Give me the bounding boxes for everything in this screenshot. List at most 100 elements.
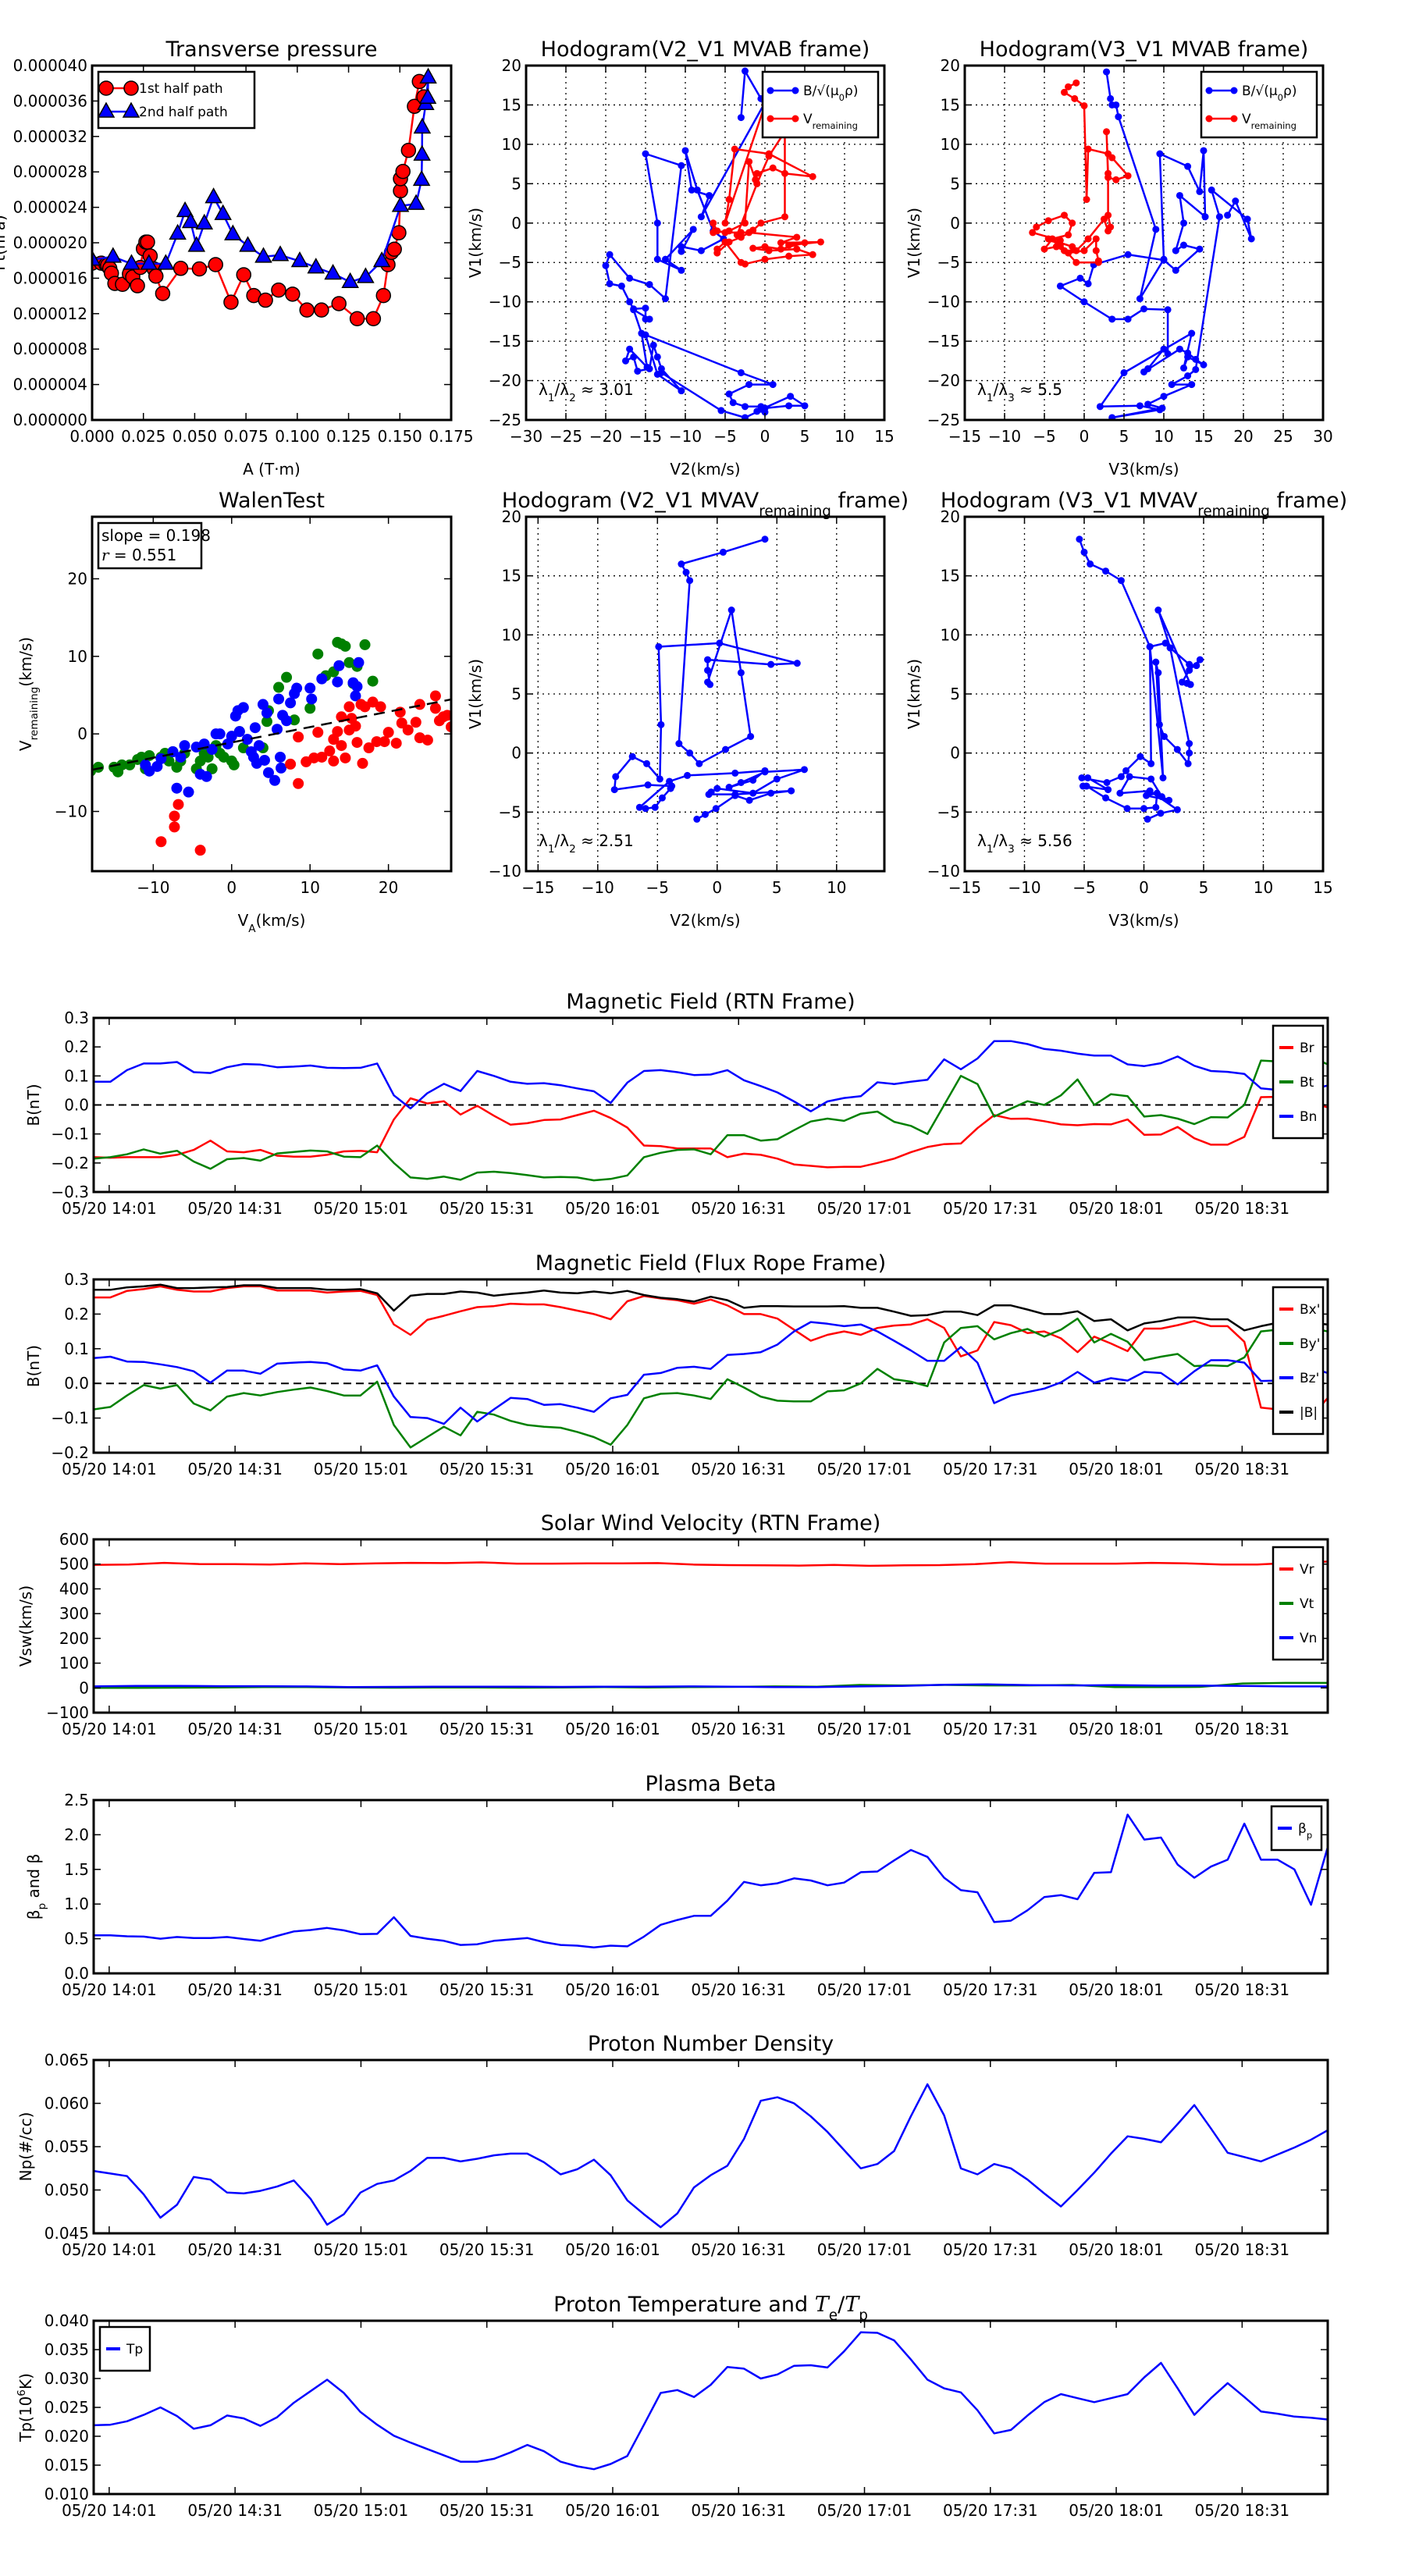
data-point-s0 <box>646 315 653 323</box>
data-point-s1 <box>241 734 253 745</box>
data-point-s1 <box>816 238 824 246</box>
data-point-s1 <box>1061 212 1068 219</box>
data-point-s0 <box>769 381 777 389</box>
data-point-s0 <box>1102 794 1110 802</box>
data-point-2ndhalfpath <box>239 236 257 252</box>
series-group <box>1076 535 1204 823</box>
data-point-s1 <box>179 740 190 752</box>
data-point-s0 <box>1200 147 1208 155</box>
x-tick-label: 05/20 15:31 <box>439 2501 535 2520</box>
data-point-s0 <box>642 150 649 158</box>
y-axis-label: V1(km/s) <box>905 208 923 278</box>
data-point-s1 <box>281 715 293 727</box>
data-point-s0 <box>1117 773 1125 781</box>
data-point-s0 <box>622 357 629 365</box>
data-point-s0 <box>1146 787 1154 795</box>
data-point-s0 <box>1243 215 1251 223</box>
x-tick-label: 05/20 17:31 <box>943 2501 1038 2520</box>
data-point-s1 <box>1124 172 1132 180</box>
data-point-s2 <box>293 731 304 743</box>
data-point-1sthalfpath <box>314 302 329 318</box>
y-tick-label: 0.010 <box>44 2485 89 2503</box>
data-point-s1 <box>353 656 365 668</box>
data-point-s0 <box>1156 150 1164 158</box>
series-line-s0 <box>94 2083 1328 2229</box>
data-point-s1 <box>1056 241 1064 249</box>
x-tick-label: 05/20 14:01 <box>62 1720 157 1738</box>
y-tick-label: 500 <box>59 1555 89 1574</box>
y-axis-label-part: V <box>16 740 35 751</box>
y-tick-label: 0.000000 <box>13 411 87 429</box>
data-point-s0 <box>706 191 713 199</box>
series-group <box>92 636 451 856</box>
data-point-s1 <box>306 693 318 705</box>
x-tick-label: 05/20 16:31 <box>691 1199 786 1218</box>
data-point-s0 <box>1184 353 1192 361</box>
chart-title-part: p <box>859 2307 868 2324</box>
eigenvalue-ratio-annotation: λ1/λ2 ≈ 3.01 <box>539 380 634 404</box>
data-point-s1 <box>206 744 218 756</box>
data-point-s0 <box>1154 607 1162 614</box>
x-tick-label: 0.075 <box>224 427 269 446</box>
data-point-1sthalfpath <box>140 234 155 250</box>
data-point-1sthalfpath <box>258 292 273 308</box>
data-point-s1 <box>1112 176 1120 183</box>
data-point-s0 <box>678 560 685 568</box>
data-point-s1 <box>1072 258 1080 266</box>
data-point-s0 <box>773 775 781 783</box>
y-tick-label: −0.2 <box>51 1154 89 1172</box>
data-point-s0 <box>281 671 293 683</box>
x-tick-label: −10 <box>988 427 1021 446</box>
x-tick-label: 05/20 16:31 <box>691 2501 786 2520</box>
legend-label-s1: Vremaining <box>1242 112 1297 131</box>
data-point-s1 <box>725 196 733 204</box>
eigenvalue-ratio-annotation-part: 3 <box>1008 392 1015 404</box>
y-tick-label: −5 <box>499 802 521 821</box>
plot-area <box>94 1279 1328 1453</box>
y-tick-label: 0.015 <box>44 2456 89 2475</box>
y-axis-label: B(nT) <box>24 1345 43 1387</box>
data-point-s0 <box>719 548 727 556</box>
y-tick-label: 10 <box>941 625 960 644</box>
data-point-2ndhalfpath <box>224 224 242 240</box>
data-point-s0 <box>610 786 618 794</box>
x-tick-label: 10 <box>300 878 319 897</box>
data-point-s2 <box>316 751 328 763</box>
data-point-s0 <box>745 796 753 804</box>
data-point-s2 <box>363 742 375 754</box>
data-point-s0 <box>1076 274 1084 282</box>
y-tick-label: 20 <box>68 569 87 588</box>
data-point-s0 <box>1165 796 1173 804</box>
legend: B/√(μ0ρ) Vremaining <box>1200 70 1318 139</box>
x-tick-label: −15 <box>521 878 554 897</box>
data-point-s0 <box>1192 365 1200 373</box>
chart-title-part: remaining <box>1197 503 1270 520</box>
data-point-2ndhalfpath <box>307 258 325 274</box>
data-point-s0 <box>678 247 685 255</box>
x-tick-label: 05/20 17:01 <box>817 1199 912 1218</box>
data-point-s0 <box>678 162 685 169</box>
data-point-2ndhalfpath <box>412 169 431 187</box>
data-point-s0 <box>646 365 653 372</box>
x-tick-label: −15 <box>948 427 981 446</box>
data-point-s1 <box>1084 235 1092 243</box>
data-point-s0 <box>1152 658 1160 666</box>
legend-label-s1-part: remaining <box>813 120 858 131</box>
axes-frame <box>963 515 1325 873</box>
data-point-s2 <box>343 701 355 713</box>
data-point-2ndhalfpath <box>123 254 140 270</box>
y-axis-label: Pt(nPa) <box>0 215 9 271</box>
data-point-2ndhalfpath <box>181 212 200 229</box>
x-tick-label: 5 <box>800 427 810 446</box>
data-point-s0 <box>1196 245 1204 253</box>
data-point-s1 <box>1072 79 1080 87</box>
data-point-s2 <box>429 690 441 702</box>
data-point-s0 <box>1147 775 1155 783</box>
y-tick-label: 5 <box>950 685 960 703</box>
data-point-s1 <box>749 244 757 252</box>
data-point-s0 <box>1215 213 1223 221</box>
x-tick-label: 05/20 14:31 <box>187 2501 283 2520</box>
data-point-s2 <box>446 721 451 733</box>
eigenvalue-ratio-annotation-part: λ <box>539 380 548 399</box>
data-point-2ndhalfpath <box>169 223 187 240</box>
